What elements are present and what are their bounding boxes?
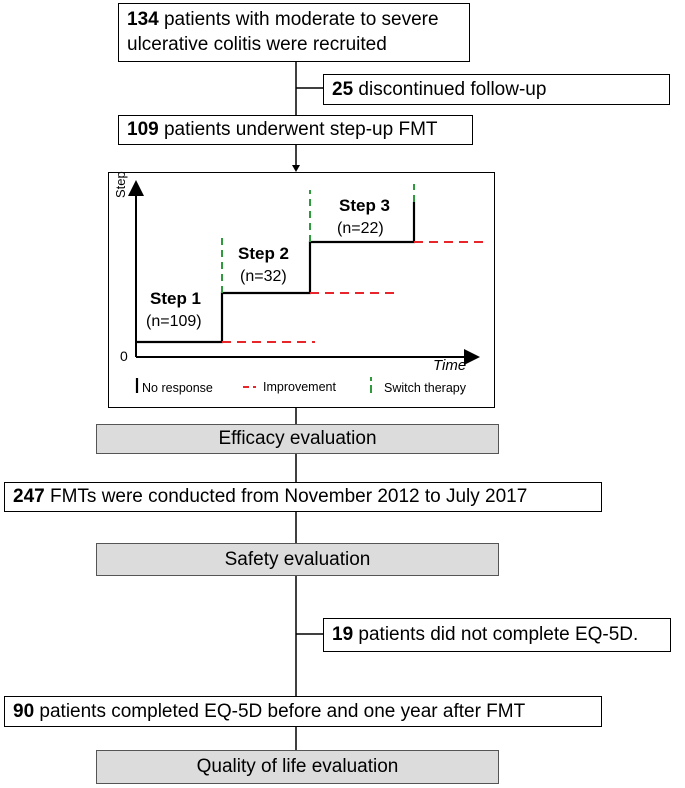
x-axis-label: Time [433,357,467,374]
step3-count: (n=22) [337,220,384,237]
origin-label: 0 [120,348,128,364]
efficacy-evaluation-box: Efficacy evaluation [96,424,499,454]
step1-count: (n=109) [146,313,202,330]
step2-count: (n=32) [240,268,287,285]
safety-evaluation-box: Safety evaluation [96,543,499,576]
completed-text: 90 patients completed EQ-5D before and o… [13,701,526,722]
legend-switch-therapy: Switch therapy [384,381,466,395]
fmts-text: 247 FMTs were conducted from November 20… [13,486,528,507]
recruited-line2: ulcerative colitis were recruited [127,34,387,55]
completed-box: 90 patients completed EQ-5D before and o… [4,696,602,727]
legend-improvement: Improvement [263,380,336,394]
qol-evaluation-label: Quality of life evaluation [196,756,399,777]
step3-title: Step 3 [339,196,391,215]
safety-evaluation-label: Safety evaluation [224,549,371,570]
step1-title: Step 1 [150,289,202,308]
recruited-box: 134 patients with moderate to severe ulc… [118,3,470,62]
step2-title: Step 2 [238,244,290,263]
step-diagram-frame [108,172,495,408]
y-axis-label: Step [113,171,128,198]
step-diagram [128,180,486,393]
underwent-text: 109 patients underwent step-up FMT [127,119,438,140]
discontinued-box: 25 discontinued follow-up [323,74,670,105]
efficacy-evaluation-label: Efficacy evaluation [218,428,377,449]
legend-no-response: No response [142,381,213,395]
incomplete-text: 19 patients did not complete EQ-5D. [332,624,639,645]
discontinued-text: 25 discontinued follow-up [332,79,547,100]
qol-evaluation-box: Quality of life evaluation [96,750,499,784]
underwent-box: 109 patients underwent step-up FMT [118,115,473,145]
recruited-line1: 134 patients with moderate to severe [127,9,439,30]
incomplete-box: 19 patients did not complete EQ-5D. [323,618,671,652]
fmts-box: 247 FMTs were conducted from November 20… [4,482,602,512]
